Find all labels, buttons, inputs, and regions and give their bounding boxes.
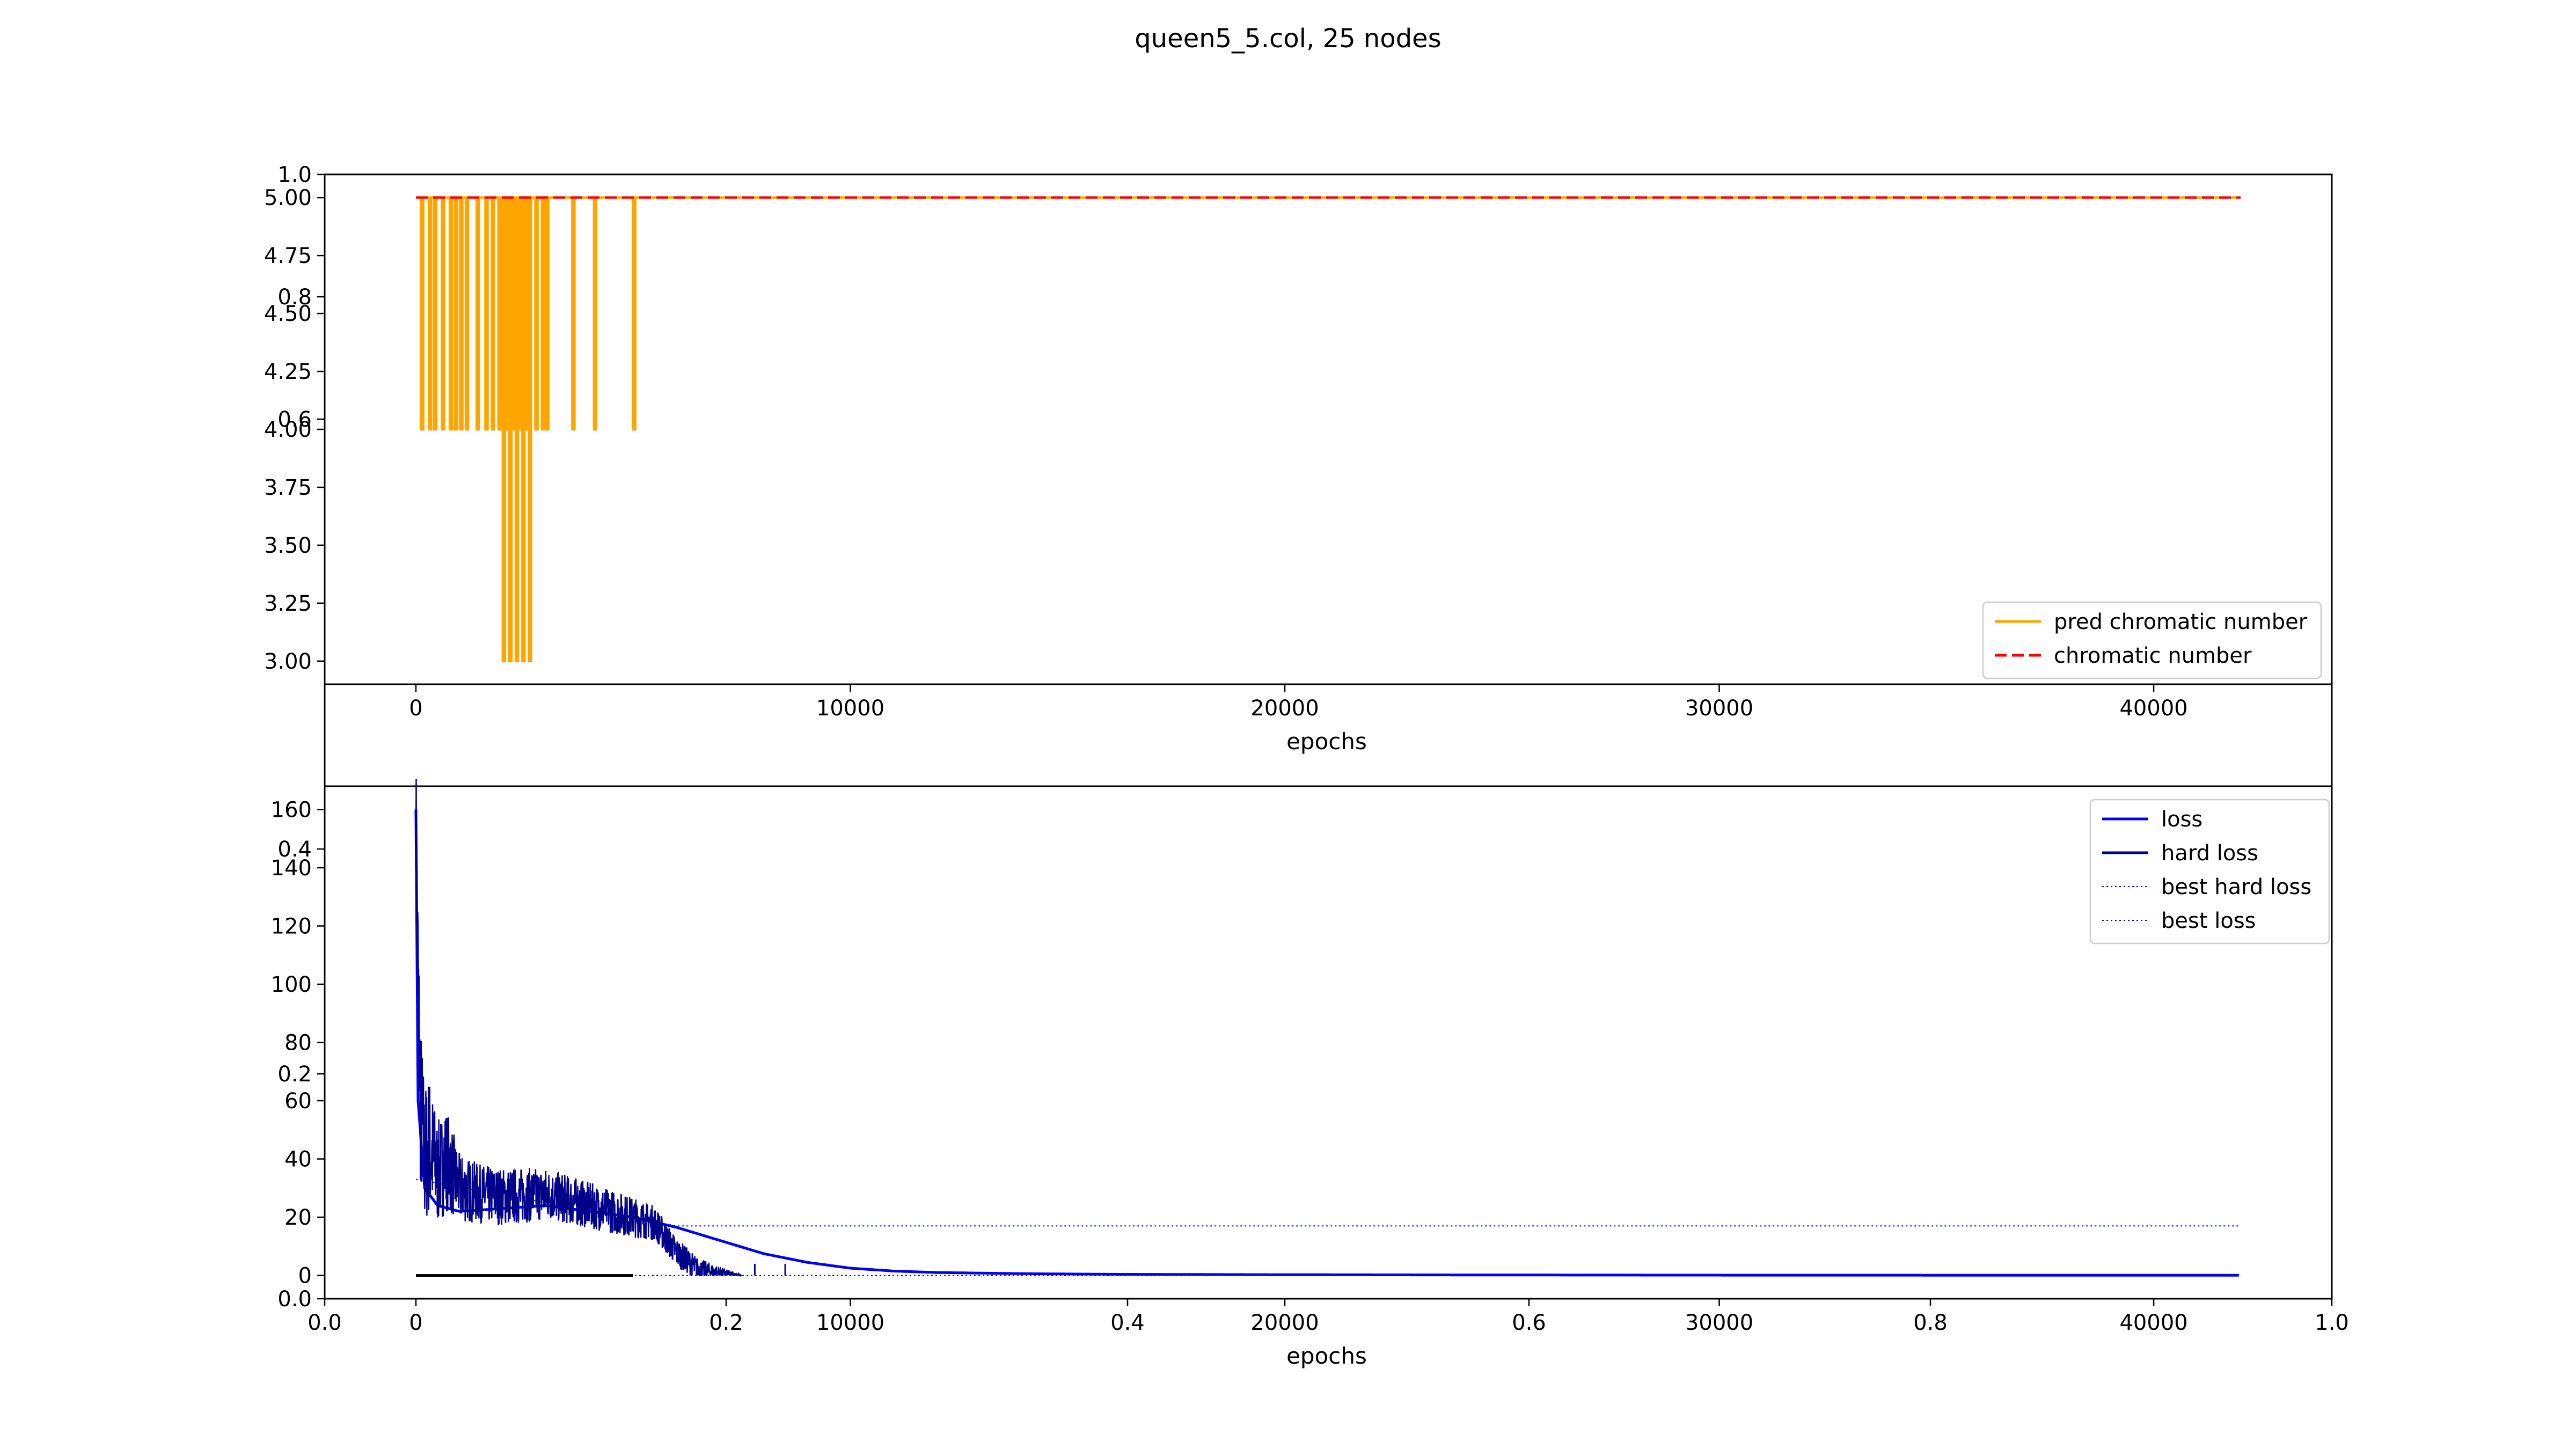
top-legend-label: pred chromatic number <box>2054 610 2308 634</box>
bottom-x-tick-label: 0 <box>409 1311 422 1335</box>
bottom-legend-label: loss <box>2161 807 2202 832</box>
top-legend-box <box>1982 601 2322 679</box>
bottom-overlay-y-tick-label: 0.0 <box>277 1287 312 1312</box>
bottom-legend-label: hard loss <box>2161 841 2258 866</box>
top-x-tick-label: 40000 <box>2119 696 2187 721</box>
top-legend-label: chromatic number <box>2054 643 2252 668</box>
top-y-tick-label: 4.25 <box>264 360 312 384</box>
bottom-overlay-y-axis: 0.0 0.2 0.4 <box>277 837 325 1312</box>
top-y-tick-label: 3.00 <box>264 649 312 674</box>
bottom-x-tick-label: 10000 <box>816 1311 884 1335</box>
series-pred-chromatic-number <box>416 196 2241 663</box>
series-loss <box>414 809 2239 1277</box>
bottom-overlay-x-tick-label: 1.0 <box>2315 1311 2349 1335</box>
bottom-y-tick-label: 100 <box>271 972 312 997</box>
bottom-overlay-x-tick-label: 0.4 <box>1110 1311 1145 1335</box>
top-x-axis: 0 10000 20000 30000 40000 <box>409 684 2188 721</box>
top-legend: pred chromatic number chromatic number <box>1982 601 2322 679</box>
bottom-legend-label: best loss <box>2161 909 2256 933</box>
top-overlay-y-axis: 0.6 0.8 1.0 <box>277 163 325 432</box>
top-y-tick-label: 4.00 <box>264 418 312 442</box>
bottom-legend-label: best hard loss <box>2161 875 2311 899</box>
top-y-tick-label: 3.50 <box>264 533 312 558</box>
bottom-chart: 0 10000 20000 30000 40000 0 20 40 60 80 100 120 140… <box>271 684 2349 1369</box>
top-x-axis-label: epochs <box>1286 728 1367 755</box>
bottom-overlay-x-tick-label: 0.6 <box>1512 1311 1546 1335</box>
bottom-y-tick-label: 160 <box>271 797 312 822</box>
bottom-overlay-y-tick-label: 0.2 <box>277 1062 312 1087</box>
bottom-y-tick-label: 20 <box>284 1205 312 1230</box>
bottom-legend: loss hard loss best hard loss best loss <box>2089 799 2330 945</box>
top-y-tick-label: 4.50 <box>264 302 312 326</box>
series-hard-loss <box>415 779 742 1277</box>
top-overlay-y-tick-label: 0.8 <box>277 285 312 310</box>
top-x-tick-label: 10000 <box>816 696 884 721</box>
bottom-x-tick-label: 20000 <box>1250 1311 1319 1335</box>
bottom-x-tick-label: 30000 <box>1685 1311 1753 1335</box>
bottom-y-axis: 0 20 40 60 80 100 120 140 160 <box>271 797 325 1289</box>
top-y-tick-label: 4.75 <box>264 244 312 268</box>
bottom-y-tick-label: 120 <box>271 914 312 939</box>
figure-title: queen5_5.col, 25 nodes <box>1135 24 1441 54</box>
bottom-overlay-x-tick-label: 0.0 <box>308 1311 342 1335</box>
bottom-plot-area <box>324 684 2333 1300</box>
series-best-loss <box>415 1179 2241 1227</box>
bottom-overlay-x-axis: 0.0 0.2 0.4 0.6 0.8 1.0 <box>308 1299 2349 1335</box>
bottom-overlay-x-tick-label: 0.2 <box>709 1311 743 1335</box>
bottom-x-axis-label: epochs <box>1286 1343 1367 1369</box>
bottom-y-tick-label: 140 <box>271 856 312 881</box>
bottom-y-tick-label: 60 <box>284 1089 312 1114</box>
bottom-y-tick-label: 80 <box>284 1031 312 1056</box>
bottom-y-tick-label: 0 <box>298 1264 312 1289</box>
top-y-axis: 3.00 3.25 3.50 3.75 4.00 4.25 4.50 4.75 5.00 <box>264 186 325 674</box>
top-overlay-y-tick-label: 0.6 <box>277 407 312 432</box>
bottom-overlay-y-tick-label: 0.4 <box>277 837 312 862</box>
bottom-overlay-x-tick-label: 0.8 <box>1913 1311 1948 1335</box>
bottom-x-tick-label: 40000 <box>2119 1311 2187 1335</box>
top-x-tick-label: 20000 <box>1250 696 1319 721</box>
top-x-tick-label: 0 <box>409 696 422 721</box>
top-y-tick-label: 5.00 <box>264 186 312 210</box>
top-x-tick-label: 30000 <box>1685 696 1753 721</box>
top-chart: 0 10000 20000 30000 40000 3.00 3.25 3.50 3.75 4.… <box>264 163 2333 755</box>
bottom-y-tick-label: 40 <box>284 1147 312 1172</box>
top-y-tick-label: 3.25 <box>264 591 312 616</box>
bottom-legend-box <box>2089 799 2330 945</box>
top-y-tick-label: 3.75 <box>264 475 312 500</box>
bottom-x-axis: 0 10000 20000 30000 40000 <box>409 1299 2188 1335</box>
top-overlay-y-tick-label: 1.0 <box>277 163 312 187</box>
